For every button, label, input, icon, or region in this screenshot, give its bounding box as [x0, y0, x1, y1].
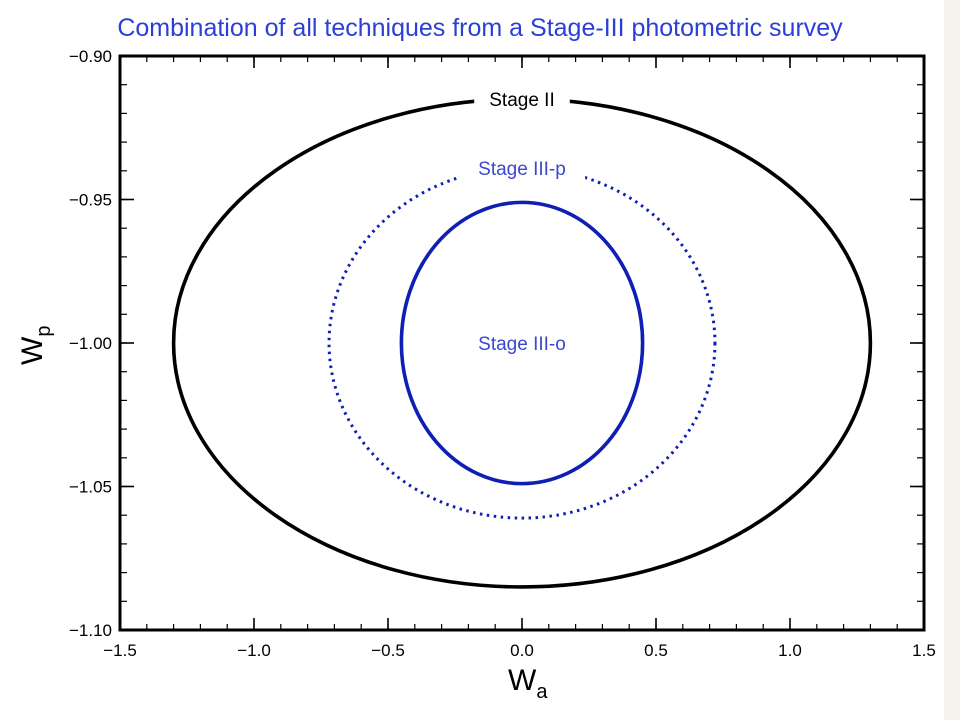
x-tick-label: −0.5: [371, 641, 405, 660]
contour-label-stage-iii-o: Stage III-o: [478, 334, 566, 355]
x-tick-label: 0.0: [510, 641, 534, 660]
slide-title: Combination of all techniques from a Sta…: [117, 14, 843, 42]
x-axis-label: Wa: [508, 664, 548, 703]
x-tick-label: −1.5: [103, 641, 137, 660]
contour-label-bg: [458, 156, 586, 181]
x-tick-label: −1.0: [237, 641, 271, 660]
x-tick-label: 1.5: [912, 641, 936, 660]
contour-label-bg: [474, 88, 570, 113]
y-tick-label: −1.00: [69, 334, 112, 353]
contour-label-stage-iii-p: Stage III-p: [478, 159, 566, 180]
y-tick-label: −0.90: [69, 47, 112, 66]
y-tick-label: −1.10: [69, 621, 112, 640]
y-axis-label: Wp: [16, 326, 55, 365]
contour-stage-iii-p: [327, 166, 717, 520]
x-tick-label: 1.0: [778, 641, 802, 660]
slide-edge-strip: [944, 0, 960, 720]
y-tick-label: −0.95: [69, 191, 112, 210]
contour-stage-iii-o: [399, 200, 645, 486]
contour-label-stage-ii: Stage II: [489, 90, 555, 111]
x-tick-label: 0.5: [644, 641, 668, 660]
y-tick-label: −1.05: [69, 478, 112, 497]
